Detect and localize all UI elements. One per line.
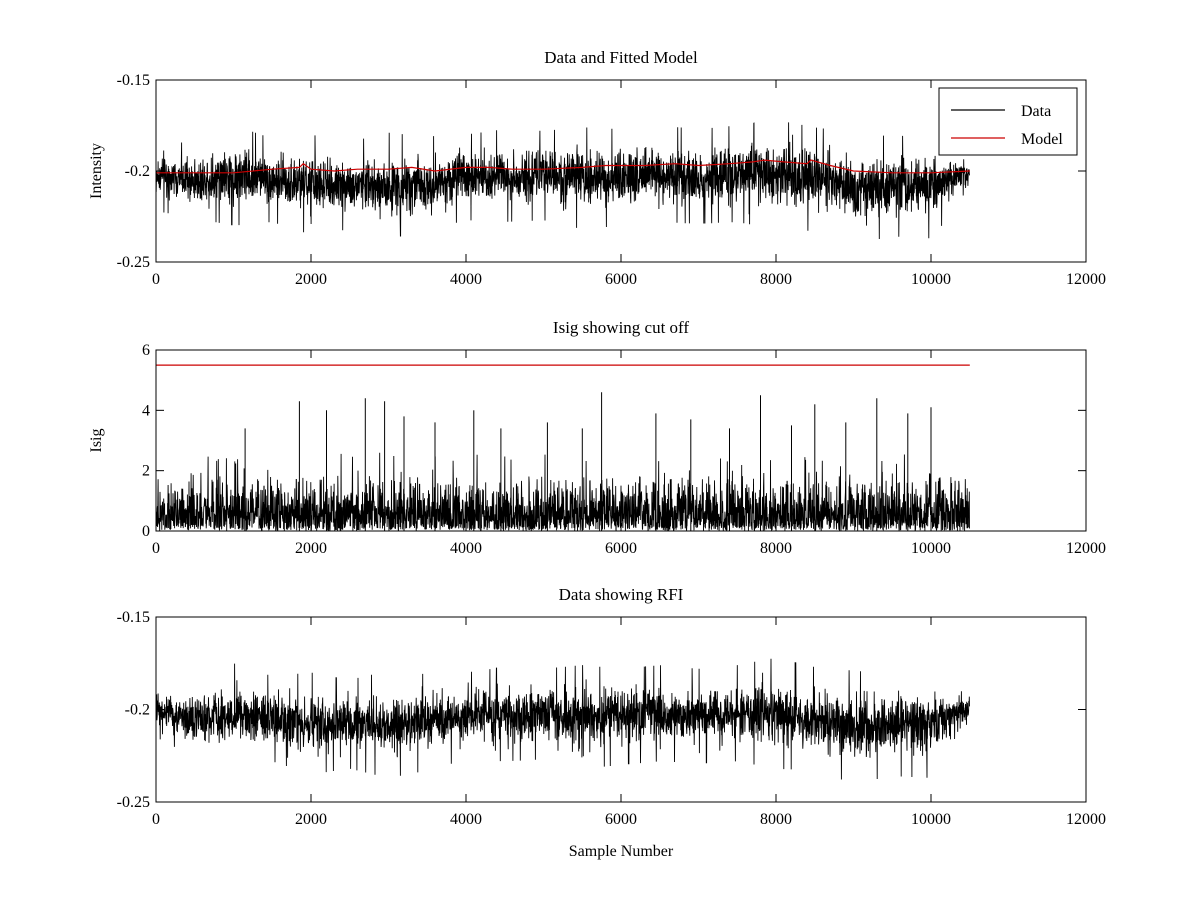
subplot-3: 0 2000 4000 6000 8000 10000 12000 -0.25 -0.2 -0.1…: [117, 585, 1106, 860]
x-tick-label: 12000: [1066, 811, 1106, 828]
x-tick-label: 12000: [1066, 540, 1106, 557]
y-tick-label: -0.15: [117, 72, 150, 89]
y-tick-label: -0.2: [125, 163, 150, 180]
x-tick-label: 6000: [605, 811, 637, 828]
y-tick-label: -0.25: [117, 254, 150, 271]
y-tick-label: 0: [142, 523, 150, 540]
legend-label: Model: [1021, 131, 1063, 148]
x-tick-label: 6000: [605, 540, 637, 557]
subplot-2: 0 2000 4000 6000 8000 10000 12000 0 2 4 6 Isig show…: [88, 318, 1106, 557]
series-data-line: [156, 122, 970, 240]
x-tick-label: 4000: [450, 811, 482, 828]
y-tick-label: -0.2: [125, 702, 150, 719]
x-tick-label: 10000: [911, 271, 951, 288]
x-tick-label: 8000: [760, 271, 792, 288]
x-axis-label: Sample Number: [569, 843, 674, 860]
y-axis-label: Intensity: [88, 143, 105, 199]
series-isig-line: [156, 452, 970, 531]
x-tick-label: 2000: [295, 271, 327, 288]
plot-area: [156, 364, 970, 531]
plot-area: [156, 658, 970, 780]
x-tick-label: 6000: [605, 271, 637, 288]
chart-title: Data and Fitted Model: [544, 48, 698, 67]
x-tick-label: 4000: [450, 540, 482, 557]
plot-area: [156, 122, 970, 240]
chart-title: Data showing RFI: [559, 585, 684, 604]
chart-title: Isig showing cut off: [553, 318, 689, 337]
legend-box: [938, 87, 1078, 156]
x-tick-label: 10000: [911, 540, 951, 557]
y-tick-label: -0.25: [117, 794, 150, 811]
legend: Data Model: [938, 87, 1078, 156]
series-model-line: [156, 159, 970, 174]
y-tick-label: 2: [142, 463, 150, 480]
y-tick-label: 6: [142, 342, 150, 359]
subplot-1: 0 2000 4000 6000 8000 10000 12000 -0.25 -0.2 -0.1…: [88, 48, 1106, 288]
series-noise-line: [156, 658, 970, 780]
y-axis-label: Isig: [88, 429, 105, 453]
x-tick-label: 0: [152, 540, 160, 557]
x-tick-label: 2000: [295, 811, 327, 828]
x-tick-label: 8000: [760, 811, 792, 828]
x-tick-label: 0: [152, 811, 160, 828]
x-tick-label: 12000: [1066, 271, 1106, 288]
x-tick-label: 0: [152, 271, 160, 288]
x-tick-label: 10000: [911, 811, 951, 828]
x-tick-label: 8000: [760, 540, 792, 557]
x-tick-label: 2000: [295, 540, 327, 557]
x-tick-label: 4000: [450, 271, 482, 288]
y-tick-label: -0.15: [117, 609, 150, 626]
legend-label: Data: [1021, 103, 1051, 120]
y-tick-label: 4: [142, 402, 150, 419]
